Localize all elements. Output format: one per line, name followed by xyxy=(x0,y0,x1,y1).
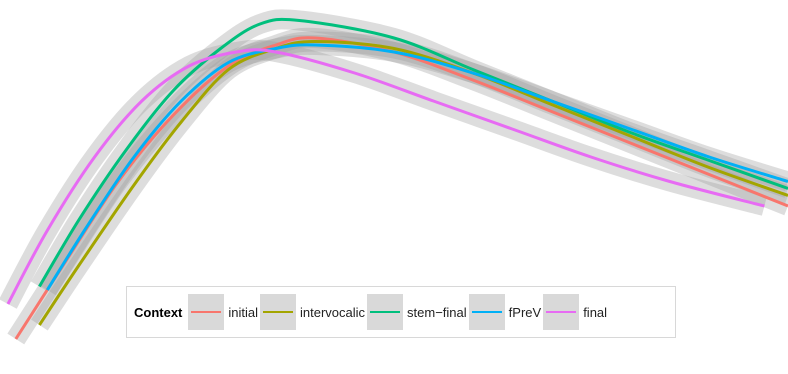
legend-key xyxy=(260,294,297,330)
legend-swatch xyxy=(370,311,401,313)
legend-item-final: final xyxy=(543,294,609,330)
legend-item-stem-final: stem−final xyxy=(367,294,469,330)
legend-key xyxy=(468,294,505,330)
series-line xyxy=(38,17,788,288)
series-lines xyxy=(6,17,788,340)
legend-label: final xyxy=(583,304,608,320)
legend-item-fprev: fPreV xyxy=(468,294,544,330)
legend-title: Context xyxy=(134,304,183,320)
legend-item-intervocalic: intervocalic xyxy=(260,294,367,330)
legend-swatch xyxy=(546,311,577,313)
legend-swatch xyxy=(263,311,294,313)
legend-label: stem−final xyxy=(407,304,467,320)
legend-label: initial xyxy=(228,304,259,320)
legend-key xyxy=(188,294,225,330)
legend-label: intervocalic xyxy=(300,304,366,320)
legend-swatch xyxy=(471,311,502,313)
legend: Context initial intervocalic stem−final … xyxy=(126,286,676,338)
series-line xyxy=(6,48,765,305)
legend-swatch xyxy=(191,311,222,313)
legend-item-initial: initial xyxy=(188,294,260,330)
series-line xyxy=(46,43,788,291)
legend-key xyxy=(543,294,580,330)
series-line xyxy=(38,40,788,326)
legend-key xyxy=(367,294,404,330)
legend-label: fPreV xyxy=(508,304,542,320)
